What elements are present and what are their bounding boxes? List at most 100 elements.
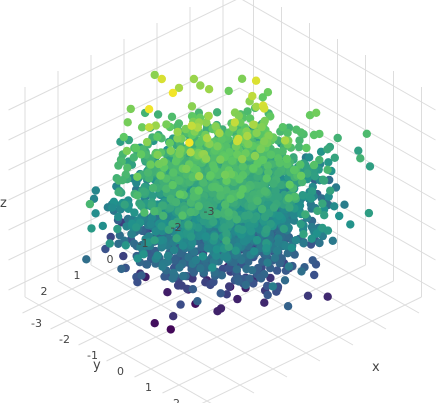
scatter-point (163, 288, 172, 297)
scatter-point (204, 211, 213, 220)
scatter-point (212, 108, 222, 117)
scatter-point (151, 121, 160, 130)
scatter-point (117, 264, 126, 274)
scatter-point (123, 118, 132, 127)
scatter-point (231, 246, 240, 255)
scatter-point (244, 139, 253, 149)
scatter-point (248, 91, 257, 101)
scatter-point (197, 243, 206, 252)
scatter-point (119, 251, 128, 261)
scatter-point (233, 137, 242, 146)
scatter-point (318, 199, 327, 208)
scatter-point (212, 245, 221, 254)
scatter-point (310, 270, 319, 280)
scatter-point (310, 172, 320, 181)
scatter-point (222, 229, 231, 238)
scatter-point (171, 198, 181, 207)
scatter-point (208, 263, 217, 272)
scatter-point (220, 170, 230, 179)
scatter-point (191, 255, 201, 265)
scatter-point (189, 192, 199, 201)
scatter-point (150, 236, 159, 245)
scatter-point (275, 211, 284, 221)
scatter-point (157, 74, 166, 84)
scatter-point (209, 217, 218, 227)
x-tick-label: -3 (31, 317, 42, 330)
scatter-point (263, 290, 272, 300)
scatter-point (184, 220, 193, 229)
scatter-point (153, 132, 162, 141)
scatter-point (236, 190, 245, 199)
scatter-point (235, 175, 244, 184)
scatter-point (340, 200, 349, 209)
y-tick-label: -2 (171, 221, 182, 234)
scatter-point (173, 127, 182, 137)
scatter-point (285, 203, 294, 212)
scatter-point (238, 154, 247, 164)
y-tick-label: 0 (107, 253, 114, 266)
scatter-point (237, 255, 246, 265)
scatter-point (298, 191, 307, 200)
scatter-point (307, 234, 316, 243)
scatter-point (237, 74, 247, 84)
scatter-point (166, 146, 175, 155)
scatter-point (175, 190, 185, 199)
scatter-point (167, 112, 177, 122)
scatter-point (228, 156, 237, 165)
scatter-point (330, 153, 339, 162)
scatter-point (153, 150, 162, 160)
scatter-point (316, 147, 326, 156)
scatter-point (153, 251, 162, 260)
scatter-point (189, 74, 199, 84)
scatter-point (151, 227, 160, 236)
scatter-point (150, 70, 159, 80)
scatter-point (262, 174, 271, 183)
scatter-point (250, 151, 260, 161)
scatter-point (225, 282, 234, 291)
scatter-point (303, 291, 313, 300)
scatter-point (224, 86, 233, 96)
scatter-point (166, 203, 175, 212)
scatter-point (328, 236, 337, 245)
scatter-point (184, 253, 193, 262)
scatter-point (146, 160, 155, 169)
scatter-point (158, 262, 167, 271)
scatter-point (91, 186, 101, 195)
scatter-point (132, 178, 141, 188)
grid-line-side-z (8, 0, 237, 111)
scatter-point (202, 134, 212, 143)
y-tick-label: 1 (74, 269, 81, 282)
scatter-point (224, 208, 233, 217)
scatter-point (232, 265, 241, 274)
scatter-point (326, 186, 335, 195)
scatter-point (249, 120, 258, 129)
scatter-point (215, 129, 224, 138)
scatter-point (198, 252, 207, 261)
scatter-point (221, 200, 230, 209)
scatter-point (269, 179, 278, 188)
scatter-point (133, 191, 142, 200)
scatter-point (299, 239, 308, 248)
scatter-point (323, 145, 332, 154)
scatter-point (140, 208, 149, 217)
grid-line-floor-y (90, 264, 288, 378)
scatter-point (168, 274, 177, 283)
scatter-point (287, 243, 296, 252)
scatter-point (289, 165, 299, 175)
scatter-point (266, 112, 275, 121)
scatter-point (335, 211, 344, 221)
scatter-point (305, 153, 314, 162)
scatter-point (226, 194, 235, 204)
scatter-point (150, 207, 159, 216)
scatter-point (213, 210, 222, 219)
x-tick-label: 1 (145, 381, 152, 394)
scatter-point (211, 122, 220, 131)
scatter-point (285, 180, 294, 189)
scatter-point (188, 173, 197, 182)
scatter-point (306, 194, 316, 203)
x-tick-label: 2 (173, 397, 180, 403)
scatter-point (362, 129, 371, 138)
